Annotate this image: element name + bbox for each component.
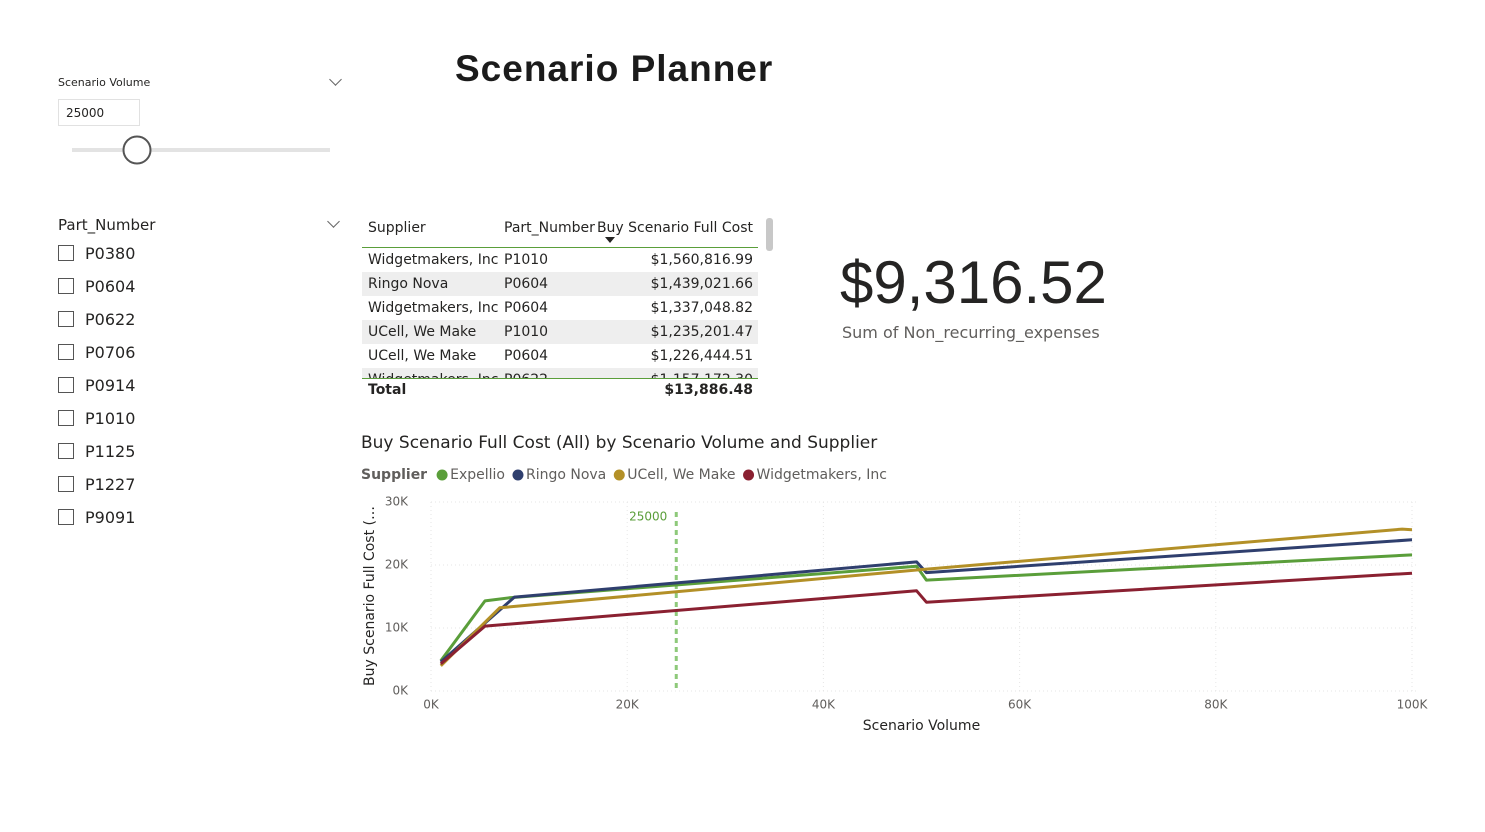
x-tick-label: 100K [1397,698,1429,712]
table-cell: P1010 [504,324,549,340]
table-row: UCell, We Make P0604 $1,226,444.51 [362,344,758,368]
table-row: Widgetmakers, Inc P0604 $1,337,048.82 [362,296,758,320]
table-row: Widgetmakers, Inc P1010 $1,560,816.99 [362,248,758,272]
y-tick-label: 20K [385,558,409,572]
x-tick-label: 60K [1008,698,1032,712]
item-label: P0604 [85,277,136,296]
checkbox[interactable] [58,278,74,294]
checkbox[interactable] [58,344,74,360]
sort-arrow[interactable] [605,237,615,243]
table-body: Widgetmakers, Inc P1010 $1,560,816.99 Ringo… [362,248,758,379]
legend-label: Widgetmakers, Inc [757,467,887,483]
chart-title: Buy Scenario Full Cost (All) by Scenario… [361,433,877,453]
legend-marker [743,469,755,481]
column-header: Supplier [368,220,426,236]
table-cell: $1,226,444.51 [650,348,753,364]
table-cell: $1,337,048.82 [650,300,753,316]
y-axis-title: Buy Scenario Full Cost (… [362,506,378,686]
table-row: Widgetmakers, Inc P0622 $1,157,172.30 [362,368,758,378]
checkbox[interactable] [58,377,74,393]
item-label: P0622 [85,310,136,329]
checkbox[interactable] [58,245,74,261]
table-header: Supplier Part_Number Buy Scenario Full Cos… [362,213,758,248]
table-cell: Widgetmakers, Inc [368,300,499,316]
volume-input[interactable]: 25000 [58,99,140,126]
slicer-label: Scenario Volume [58,76,151,89]
volume-slider[interactable] [60,130,350,170]
item-label: P1010 [85,409,136,428]
reference-label: 25000 [629,510,667,524]
scrollbar[interactable] [766,218,773,251]
table-row: UCell, We Make P1010 $1,235,201.47 [362,320,758,344]
table-cell: UCell, We Make [368,324,477,340]
y-tick-label: 30K [385,495,409,509]
series-line [439,527,1413,667]
table-cell: P0604 [504,348,549,364]
table-cell: P0604 [504,276,549,292]
checkbox[interactable] [58,410,74,426]
card-value: $9,316.52 [840,249,1107,316]
x-tick-label: 0K [423,698,440,712]
item-label: P9091 [85,508,136,527]
legend-marker [512,469,524,481]
table-cell: Ringo Nova [368,276,449,292]
column-header: Part_Number [504,220,595,236]
checkbox[interactable] [58,476,74,492]
x-tick-label: 20K [616,698,640,712]
table-cell: Widgetmakers, Inc [368,252,499,268]
y-tick-label: 10K [385,621,409,635]
checkbox[interactable] [58,509,74,525]
checkbox[interactable] [58,443,74,459]
table-cell: $1,439,021.66 [650,276,753,292]
legend-label: Ringo Nova [526,467,606,483]
table-row: Ringo Nova P0604 $1,439,021.66 [362,272,758,296]
total-row: Total $13,886.48 [362,379,758,401]
table-cell: P0604 [504,300,549,316]
table-cell: $1,560,816.99 [650,252,753,268]
table-cell: UCell, We Make [368,348,477,364]
item-label: P1227 [85,475,136,494]
legend-marker [436,469,448,481]
item-label: P0706 [85,343,136,362]
item-label: P0380 [85,244,136,263]
item-label: P0914 [85,376,136,395]
table-cell: $1,157,172.30 [651,368,753,378]
card-label: Sum of Non_recurring_expenses [842,323,1100,342]
table-cell: P0622 [504,368,548,378]
line-chart: Buy Scenario Full Cost (All) by Scenario… [361,433,1429,734]
total-value: $13,886.48 [664,382,753,398]
series-line [439,553,1413,662]
table-cell: P1010 [504,252,549,268]
legend-label: Expellio [450,467,505,483]
legend-title: Supplier [361,467,427,483]
table: Supplier Part_Number Buy Scenario Full Cos… [362,213,758,401]
page-title: Scenario Planner [455,48,774,89]
x-axis-title: Scenario Volume [863,718,980,734]
item-label: P1125 [85,442,136,461]
x-tick-label: 80K [1204,698,1228,712]
table-cell: $1,235,201.47 [650,324,753,340]
slider-thumb[interactable] [122,135,152,165]
y-tick-label: 0K [392,684,409,698]
series-line [439,571,1413,666]
checkbox[interactable] [58,311,74,327]
legend-label: UCell, We Make [627,467,735,483]
legend-marker [613,469,625,481]
total-label: Total [368,382,407,398]
table-cell: Widgetmakers, Inc [368,368,498,378]
column-header: Buy Scenario Full Cost [596,220,753,236]
x-tick-label: 40K [812,698,836,712]
slicer-label: Part_Number [58,216,156,234]
